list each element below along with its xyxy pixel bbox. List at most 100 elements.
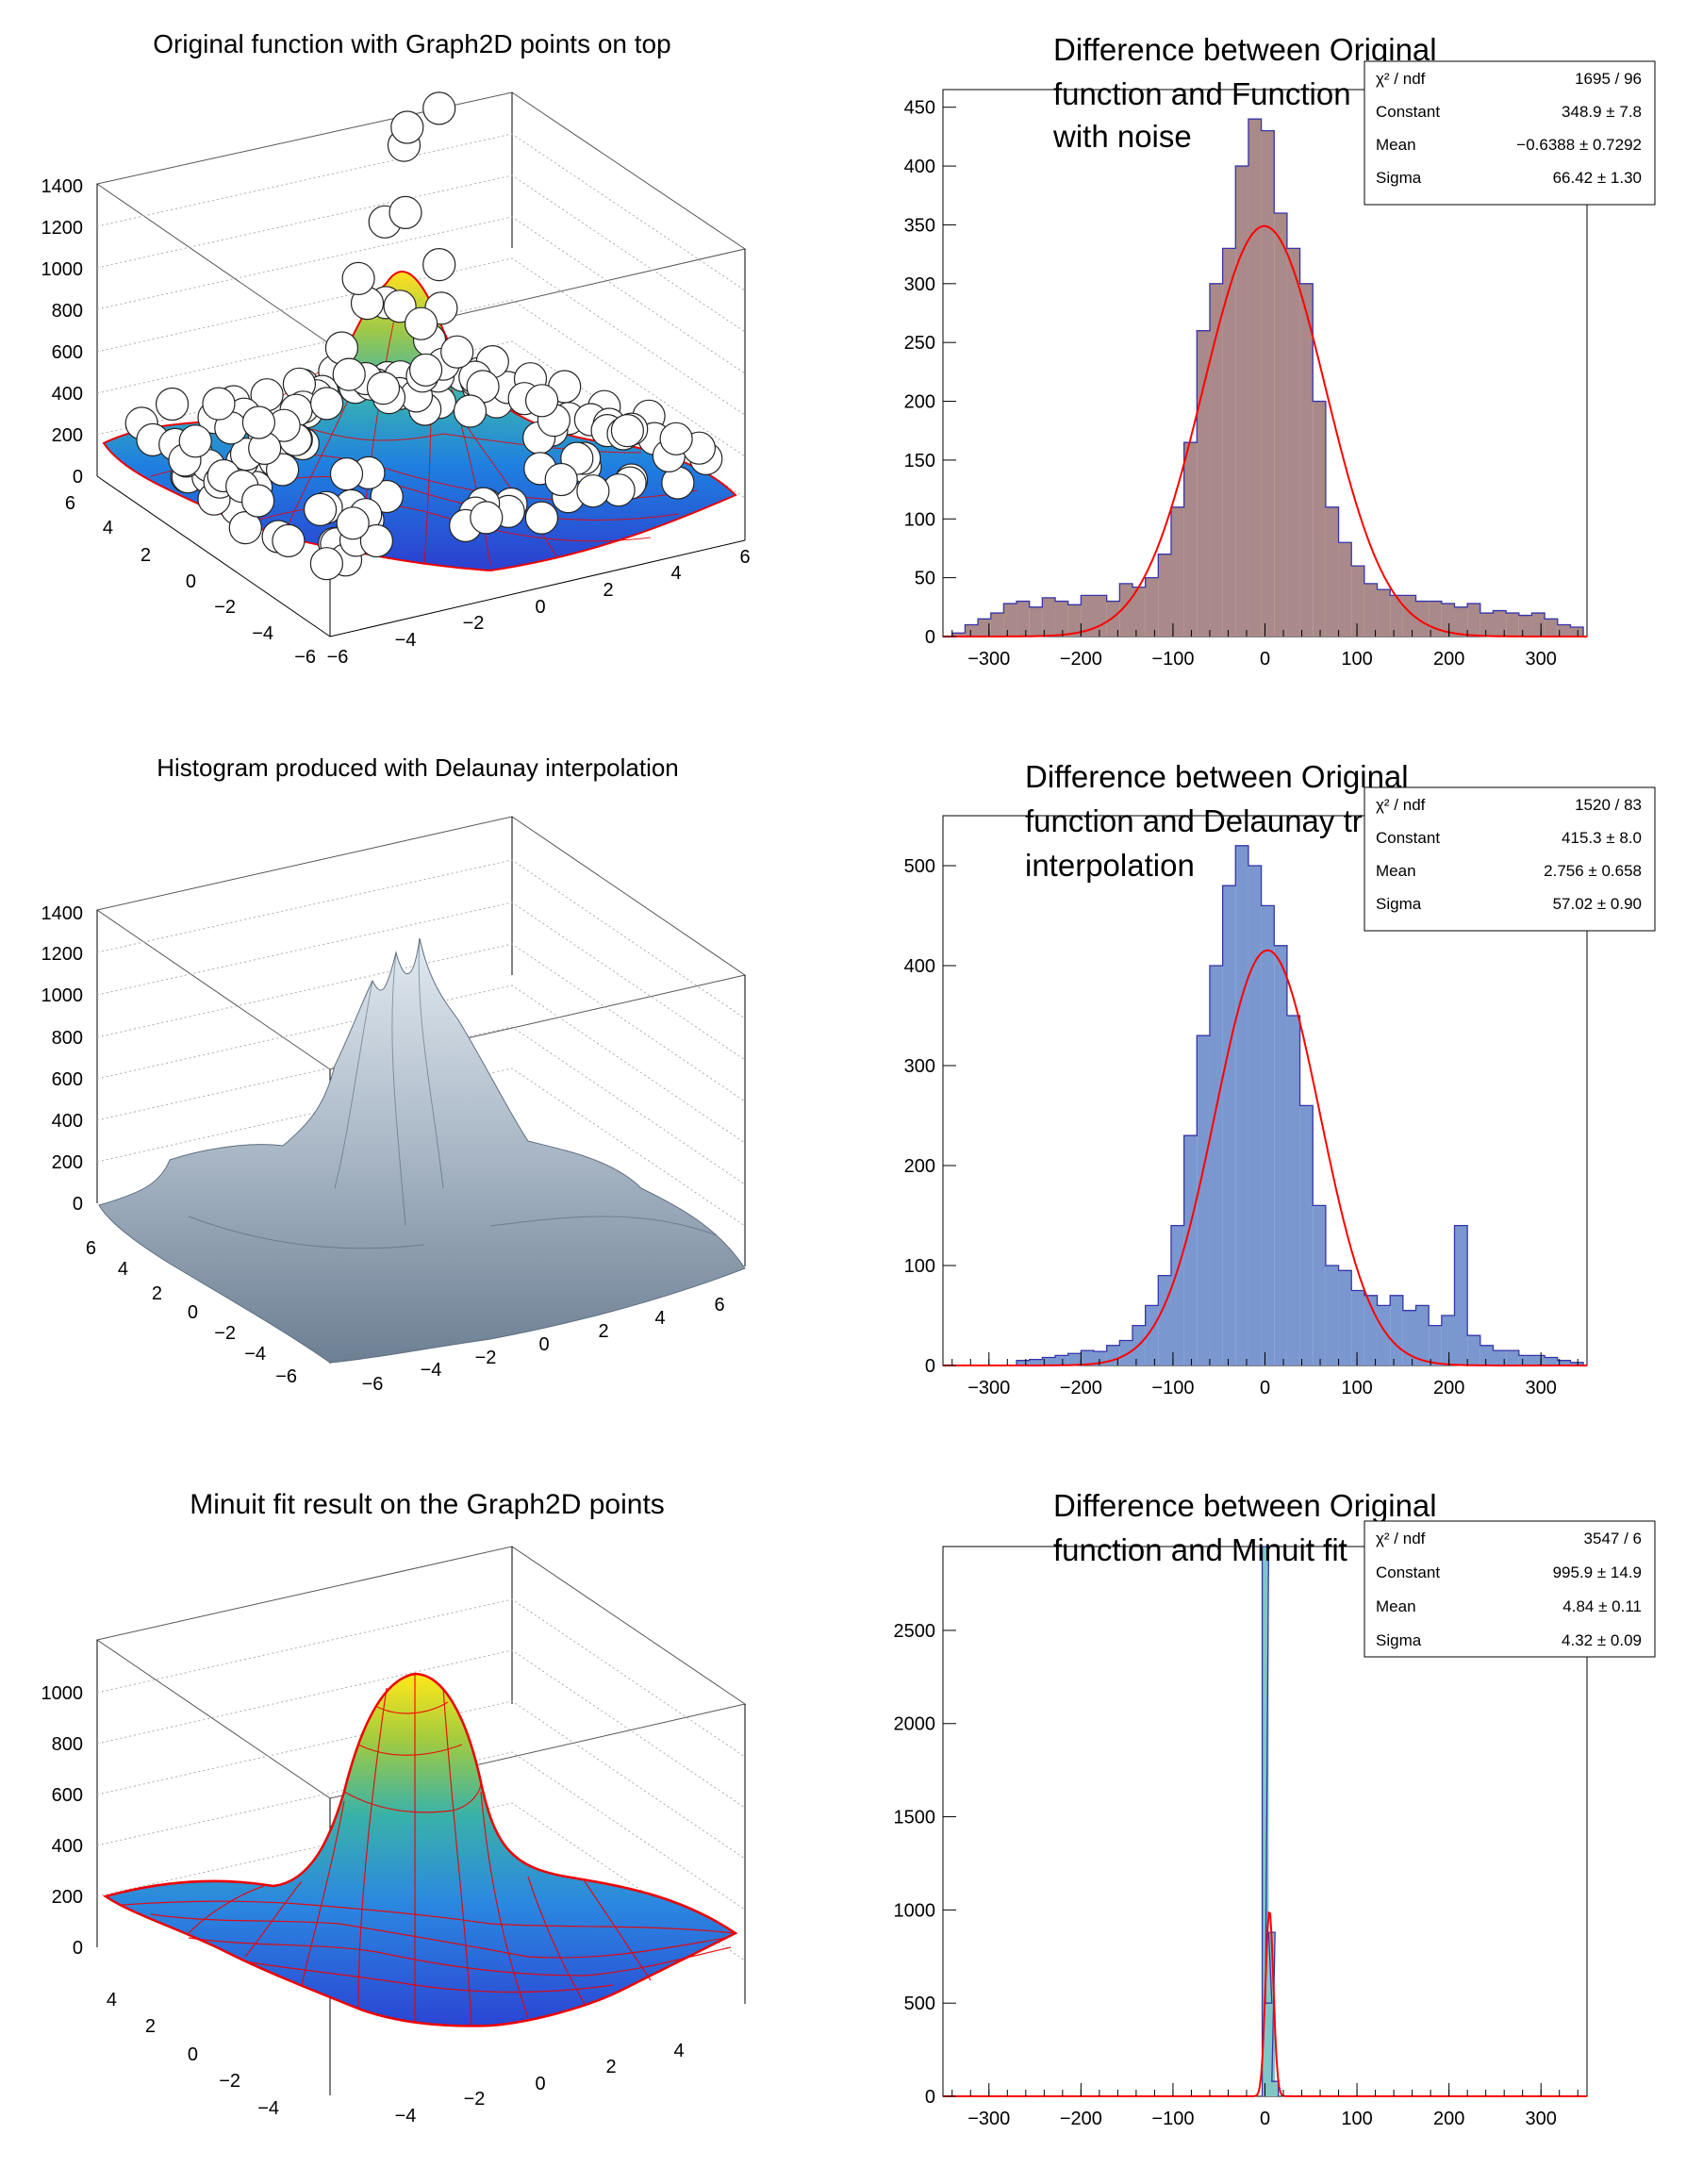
y-axis-ticks: 6 4 2 0 −2 −4 −6	[86, 1238, 297, 1387]
histogram-bar	[1454, 606, 1468, 637]
histogram-bar	[1183, 442, 1198, 637]
x-tick-label: 2	[603, 580, 613, 601]
histogram-bar	[1493, 1350, 1507, 1365]
graph-point	[336, 506, 370, 540]
histogram-bar	[1145, 577, 1159, 637]
z-tick-label: 600	[52, 1785, 83, 1806]
histogram-bar	[1299, 1105, 1314, 1365]
histogram-bar	[1222, 248, 1236, 637]
z-tick-label: 1400	[41, 903, 84, 924]
histogram-bar	[1402, 595, 1416, 637]
histogram-bar	[1209, 283, 1223, 637]
graph-point	[440, 335, 474, 369]
x-tick-label: −2	[463, 613, 485, 634]
x-axis-ticks: −6 −4 −2 0 2 4 6	[362, 1295, 725, 1395]
y-tick-label: −6	[294, 647, 316, 668]
y-tick-label: 50	[915, 569, 935, 589]
z-tick-label: 1000	[41, 1683, 84, 1704]
stats-value: 3547 / 6	[1584, 1530, 1642, 1547]
chart-title-line: Difference between Original	[1053, 1488, 1437, 1523]
graph-point	[178, 424, 212, 458]
chart-title: Minuit fit result on the Graph2D points	[190, 1489, 665, 1520]
graph-point	[341, 261, 375, 295]
y-tick-label: −4	[252, 623, 273, 644]
y-tick-label: 6	[86, 1238, 96, 1259]
x-tick-label: −4	[395, 630, 417, 651]
z-tick-label: 200	[52, 425, 83, 446]
stats-label: Constant	[1376, 1564, 1440, 1581]
stats-box	[1364, 1520, 1656, 1658]
x-axis-ticks: −4 −2 0 2 4	[395, 2041, 685, 2126]
y-tick-label: 100	[904, 509, 935, 530]
histogram-bar	[1557, 1360, 1571, 1365]
y-tick-label: 500	[904, 1994, 935, 2014]
x-tick-label: 2	[605, 2057, 616, 2077]
x-tick-label: 100	[1341, 2109, 1372, 2129]
histogram-bar	[1518, 615, 1532, 637]
histogram-bar	[1197, 330, 1210, 637]
stats-box	[1364, 60, 1656, 206]
panel-hist-delaunay: −300 −200 −100 0 100 200 300 0 100 200 300 400 500 Di…	[904, 759, 1656, 1398]
x-tick-label: 200	[1433, 1378, 1464, 1398]
stats-label: Constant	[1376, 103, 1440, 121]
graph-point	[304, 492, 338, 527]
stats-value: 348.9 ± 7.8	[1562, 103, 1642, 121]
x-tick-label: −300	[967, 649, 1010, 670]
z-tick-label: 1200	[41, 944, 84, 965]
histogram-bar	[1274, 945, 1287, 1365]
histogram-bar	[1055, 1355, 1068, 1365]
z-tick-label: 800	[52, 1734, 83, 1755]
histogram-bar	[1235, 845, 1248, 1365]
graph-point	[359, 523, 393, 558]
x-tick-label: 200	[1433, 649, 1464, 670]
chart-title: Original function with Graph2D points on…	[153, 29, 670, 58]
y-tick-label: 0	[188, 2044, 198, 2065]
histogram-bar	[1286, 248, 1300, 637]
z-tick-label: 0	[73, 1938, 83, 1959]
histogram-bar	[1377, 589, 1391, 637]
y-tick-label: 200	[904, 392, 935, 413]
x-tick-label: 300	[1526, 2109, 1557, 2129]
histogram-bar	[1351, 566, 1364, 637]
histogram-bar	[1274, 212, 1287, 637]
z-tick-label: 800	[52, 1028, 83, 1049]
x-tick-label: −6	[327, 647, 349, 668]
histogram-bar	[1067, 604, 1082, 637]
y-tick-label: 1500	[894, 1808, 936, 1828]
chart-title-line: interpolation	[1025, 848, 1195, 883]
histogram-bar	[1402, 1310, 1416, 1365]
y-tick-label: 400	[904, 956, 935, 977]
histogram-bar	[1570, 1362, 1584, 1365]
z-tick-label: 0	[73, 467, 83, 488]
z-tick-label: 600	[52, 1069, 83, 1090]
y-tick-label: 2000	[894, 1714, 936, 1735]
x-tick-label: 0	[538, 1334, 549, 1355]
x-tick-label: 4	[670, 563, 681, 584]
y-tick-label: 0	[925, 2087, 935, 2108]
z-tick-label: 400	[52, 384, 83, 405]
y-tick-label: 2500	[894, 1621, 936, 1642]
stats-label: χ² / ndf	[1376, 70, 1426, 88]
graph-point	[576, 474, 610, 508]
histogram-bar	[1415, 601, 1430, 637]
panel-3d-original: Original function with Graph2D points on…	[41, 29, 751, 668]
stats-value: 1695 / 96	[1575, 70, 1642, 88]
histogram-bar	[1055, 601, 1068, 637]
graph-point	[370, 479, 404, 514]
histogram-bar	[1467, 604, 1480, 637]
histogram-bar	[1570, 627, 1584, 637]
x-tick-label: −100	[1151, 2109, 1194, 2129]
histogram-bar	[1248, 866, 1262, 1365]
histogram-bar	[1479, 613, 1494, 637]
graph-point	[524, 501, 559, 535]
histogram-bar	[978, 619, 991, 637]
histogram-bar	[1094, 595, 1107, 637]
histogram-bar	[1518, 1355, 1532, 1365]
x-tick-label: 0	[535, 2074, 545, 2094]
stats-value: −0.6388 ± 0.7292	[1516, 136, 1642, 154]
stats-label: Constant	[1376, 829, 1440, 847]
x-axis-ticks: −6 −4 −2 0 2 4 6	[327, 547, 751, 668]
y-tick-label: 2	[152, 1283, 162, 1304]
x-tick-label: 100	[1341, 1378, 1372, 1398]
